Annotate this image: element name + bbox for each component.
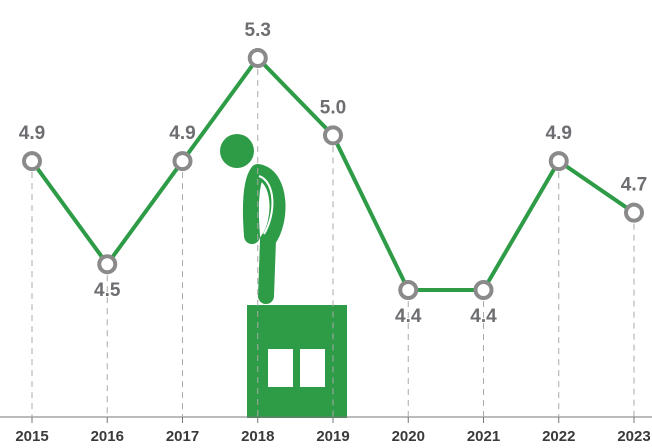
- value-label: 4.9: [546, 123, 572, 144]
- value-label: 5.0: [320, 97, 346, 118]
- x-tick-label: 2019: [316, 428, 349, 445]
- point: [473, 280, 494, 300]
- figure-body: [242, 164, 286, 304]
- point: [22, 151, 42, 172]
- point: [624, 202, 644, 223]
- x-tick-label: 2023: [617, 428, 650, 445]
- box: [247, 305, 347, 418]
- x-tick-label: 2021: [467, 428, 500, 445]
- x-tick-label: 2015: [15, 428, 48, 445]
- figure-head: [220, 134, 254, 168]
- value-label: 4.7: [621, 175, 647, 196]
- pictogram: [220, 134, 347, 418]
- value-label: 4.4: [470, 306, 497, 327]
- value-label: 4.9: [19, 123, 45, 144]
- figure-arm: [258, 175, 274, 235]
- x-tick-label: 2020: [392, 428, 425, 445]
- x-tick-label: 2022: [542, 428, 575, 445]
- x-tick-label: 2016: [91, 428, 124, 445]
- point: [398, 280, 419, 300]
- point: [172, 151, 193, 172]
- value-label: 4.5: [94, 280, 121, 301]
- x-tick-label: 2017: [166, 428, 199, 445]
- value-label: 5.3: [245, 20, 271, 41]
- box-window: [300, 349, 325, 387]
- point: [323, 125, 343, 146]
- value-label: 4.9: [169, 123, 195, 144]
- point: [247, 48, 268, 68]
- x-tick-label: 2018: [241, 428, 274, 445]
- value-label: 4.4: [395, 306, 422, 327]
- point: [97, 254, 118, 275]
- box-window: [268, 349, 293, 387]
- point: [548, 151, 569, 172]
